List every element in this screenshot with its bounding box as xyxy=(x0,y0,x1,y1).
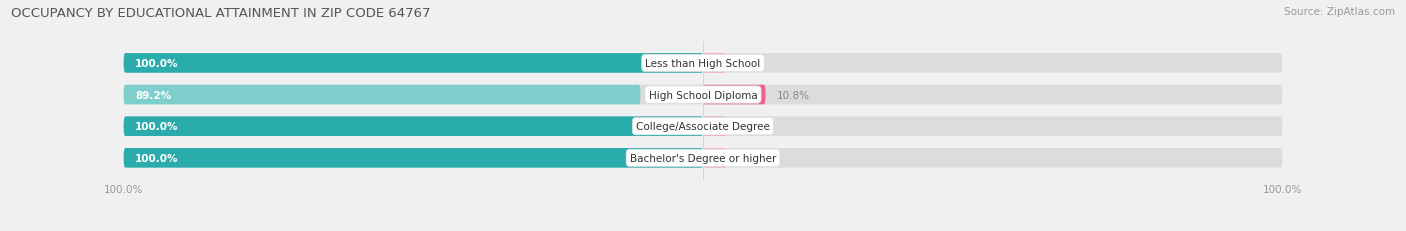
FancyBboxPatch shape xyxy=(124,148,703,168)
Text: 89.2%: 89.2% xyxy=(135,90,172,100)
Text: 0.0%: 0.0% xyxy=(738,59,763,69)
FancyBboxPatch shape xyxy=(703,85,765,105)
FancyBboxPatch shape xyxy=(124,148,1282,168)
FancyBboxPatch shape xyxy=(703,148,725,168)
Text: Source: ZipAtlas.com: Source: ZipAtlas.com xyxy=(1284,7,1395,17)
Text: 0.0%: 0.0% xyxy=(738,153,763,163)
FancyBboxPatch shape xyxy=(703,117,725,136)
FancyBboxPatch shape xyxy=(124,85,641,105)
Text: 10.8%: 10.8% xyxy=(778,90,810,100)
Text: Bachelor's Degree or higher: Bachelor's Degree or higher xyxy=(630,153,776,163)
Text: OCCUPANCY BY EDUCATIONAL ATTAINMENT IN ZIP CODE 64767: OCCUPANCY BY EDUCATIONAL ATTAINMENT IN Z… xyxy=(11,7,430,20)
Text: Less than High School: Less than High School xyxy=(645,59,761,69)
Text: 100.0%: 100.0% xyxy=(135,59,179,69)
Text: 0.0%: 0.0% xyxy=(738,122,763,132)
FancyBboxPatch shape xyxy=(703,54,725,73)
FancyBboxPatch shape xyxy=(124,54,1282,73)
FancyBboxPatch shape xyxy=(124,117,703,136)
Text: 100.0%: 100.0% xyxy=(135,153,179,163)
FancyBboxPatch shape xyxy=(124,85,1282,105)
FancyBboxPatch shape xyxy=(124,54,703,73)
FancyBboxPatch shape xyxy=(124,117,1282,136)
Text: College/Associate Degree: College/Associate Degree xyxy=(636,122,770,132)
Text: 100.0%: 100.0% xyxy=(135,122,179,132)
Text: High School Diploma: High School Diploma xyxy=(648,90,758,100)
